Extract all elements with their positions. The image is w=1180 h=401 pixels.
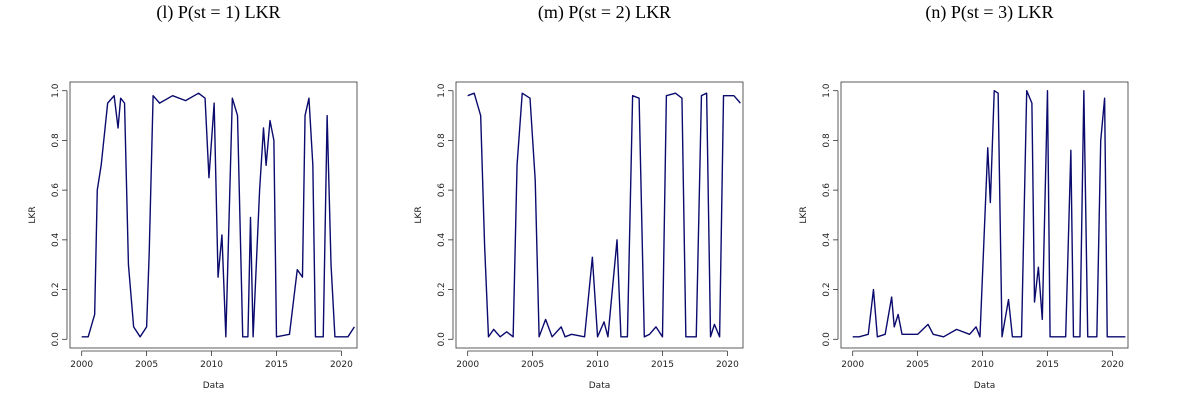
y-tick-label: 0.2 (51, 282, 61, 296)
y-tick-label: 0.0 (51, 332, 61, 347)
plot-box (69, 81, 358, 349)
y-tick-label: 0.4 (822, 232, 832, 247)
x-tick-label: 2005 (906, 360, 929, 370)
data-line (852, 90, 1126, 338)
panel-title: (m) P(st = 2) LKR (538, 2, 671, 23)
x-tick-label: 2000 (841, 360, 864, 370)
data-line (81, 92, 355, 338)
x-tick-label: 2010 (586, 360, 609, 370)
y-axis-label: LKR (799, 206, 809, 223)
y-tick-label: 0.6 (437, 183, 447, 198)
y-tick-label: 0.4 (51, 232, 61, 247)
x-tick-label: 2000 (70, 360, 93, 370)
y-tick-label: 0.8 (437, 133, 447, 148)
data-line (467, 92, 741, 338)
y-tick-label: 0.2 (437, 282, 447, 296)
y-tick-label: 0.0 (822, 332, 832, 347)
x-tick-label: 2005 (135, 360, 158, 370)
y-tick-label: 1.0 (437, 83, 447, 98)
y-tick-label: 0.4 (437, 232, 447, 247)
y-tick-label: 1.0 (822, 83, 832, 98)
x-tick-label: 2020 (716, 360, 739, 370)
x-tick-label: 2005 (521, 360, 544, 370)
y-tick-label: 1.0 (51, 83, 61, 98)
y-tick-label: 0.2 (822, 282, 832, 296)
x-axis-label: Data (974, 381, 996, 391)
y-tick-label: 0.6 (51, 183, 61, 198)
panel-title: (l) P(st = 1) LKR (156, 2, 280, 23)
y-tick-label: 0.8 (51, 133, 61, 148)
panel-title: (n) P(st = 3) LKR (925, 2, 1053, 23)
y-axis-label: LKR (414, 206, 424, 223)
x-tick-label: 2010 (200, 360, 223, 370)
y-axis-label: LKR (28, 206, 38, 223)
x-tick-label: 2015 (1036, 360, 1059, 370)
x-axis-label: Data (589, 381, 611, 391)
y-tick-label: 0.8 (822, 133, 832, 148)
x-tick-label: 2015 (651, 360, 674, 370)
plot-box (840, 81, 1129, 349)
x-tick-label: 2020 (1101, 360, 1124, 370)
x-axis-label: Data (203, 381, 225, 391)
y-tick-label: 0.0 (437, 332, 447, 347)
y-tick-label: 0.6 (822, 183, 832, 198)
plot-box (455, 81, 744, 349)
x-tick-label: 2015 (265, 360, 288, 370)
x-tick-label: 2000 (456, 360, 479, 370)
x-tick-label: 2020 (330, 360, 353, 370)
x-tick-label: 2010 (971, 360, 994, 370)
